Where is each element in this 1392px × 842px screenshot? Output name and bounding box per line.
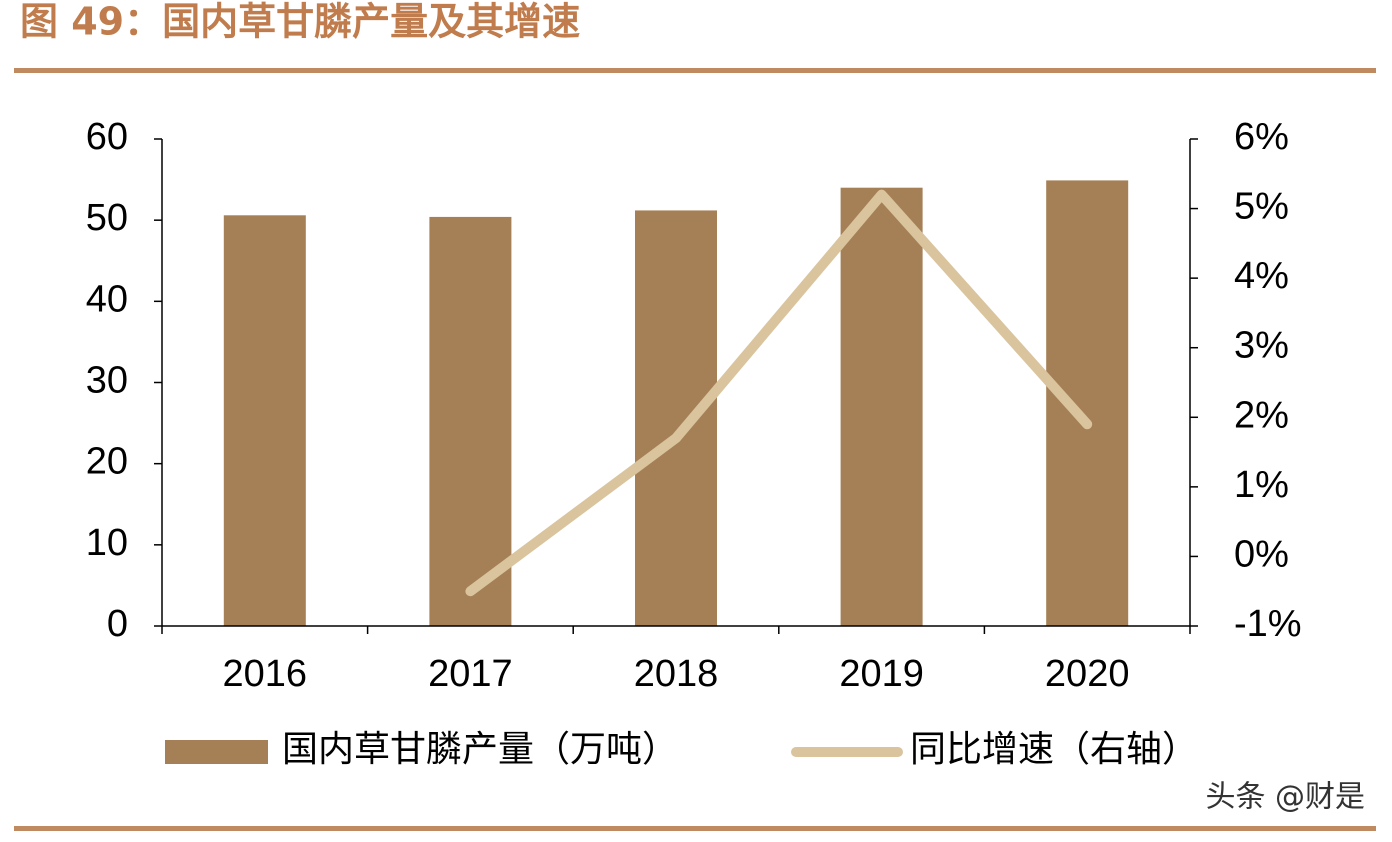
y2-tick-label: 5%: [1234, 186, 1289, 228]
bar: [840, 187, 923, 626]
bar: [635, 210, 717, 626]
x-tick-label: 2019: [839, 653, 924, 695]
y-tick-label: 50: [86, 197, 128, 239]
bar: [223, 215, 306, 626]
y-tick-label: 40: [86, 278, 128, 320]
y-tick-label: 60: [86, 116, 128, 158]
y-tick-label: 0: [107, 603, 128, 645]
legend-label: 国内草甘膦产量（万吨）: [282, 729, 678, 770]
y2-tick-label: -1%: [1234, 603, 1302, 645]
legend-swatch: [165, 740, 268, 764]
y-tick-label: 30: [86, 360, 128, 402]
y-tick-label: 10: [86, 522, 128, 564]
bottom-rule: [14, 826, 1376, 831]
y-tick-label: 20: [86, 441, 128, 483]
x-tick-label: 2017: [428, 653, 513, 695]
watermark: 头条 @财是: [1205, 780, 1365, 815]
y2-tick-label: 3%: [1234, 325, 1289, 367]
y2-tick-label: 6%: [1234, 116, 1289, 158]
legend-label: 同比增速（右轴）: [910, 729, 1198, 770]
y2-tick-label: 0%: [1234, 533, 1289, 575]
title-rule: [14, 68, 1376, 73]
y2-tick-label: 4%: [1234, 255, 1289, 297]
bar: [1046, 180, 1129, 626]
y2-tick-label: 1%: [1234, 464, 1289, 506]
bar: [429, 216, 512, 627]
x-tick-label: 2016: [223, 653, 308, 695]
y2-tick-label: 2%: [1234, 394, 1289, 436]
x-tick-label: 2020: [1045, 653, 1130, 695]
chart-title: 图 49：国内草甘膦产量及其增速: [20, 0, 580, 44]
x-tick-label: 2018: [634, 653, 719, 695]
line: [465, 189, 1093, 597]
